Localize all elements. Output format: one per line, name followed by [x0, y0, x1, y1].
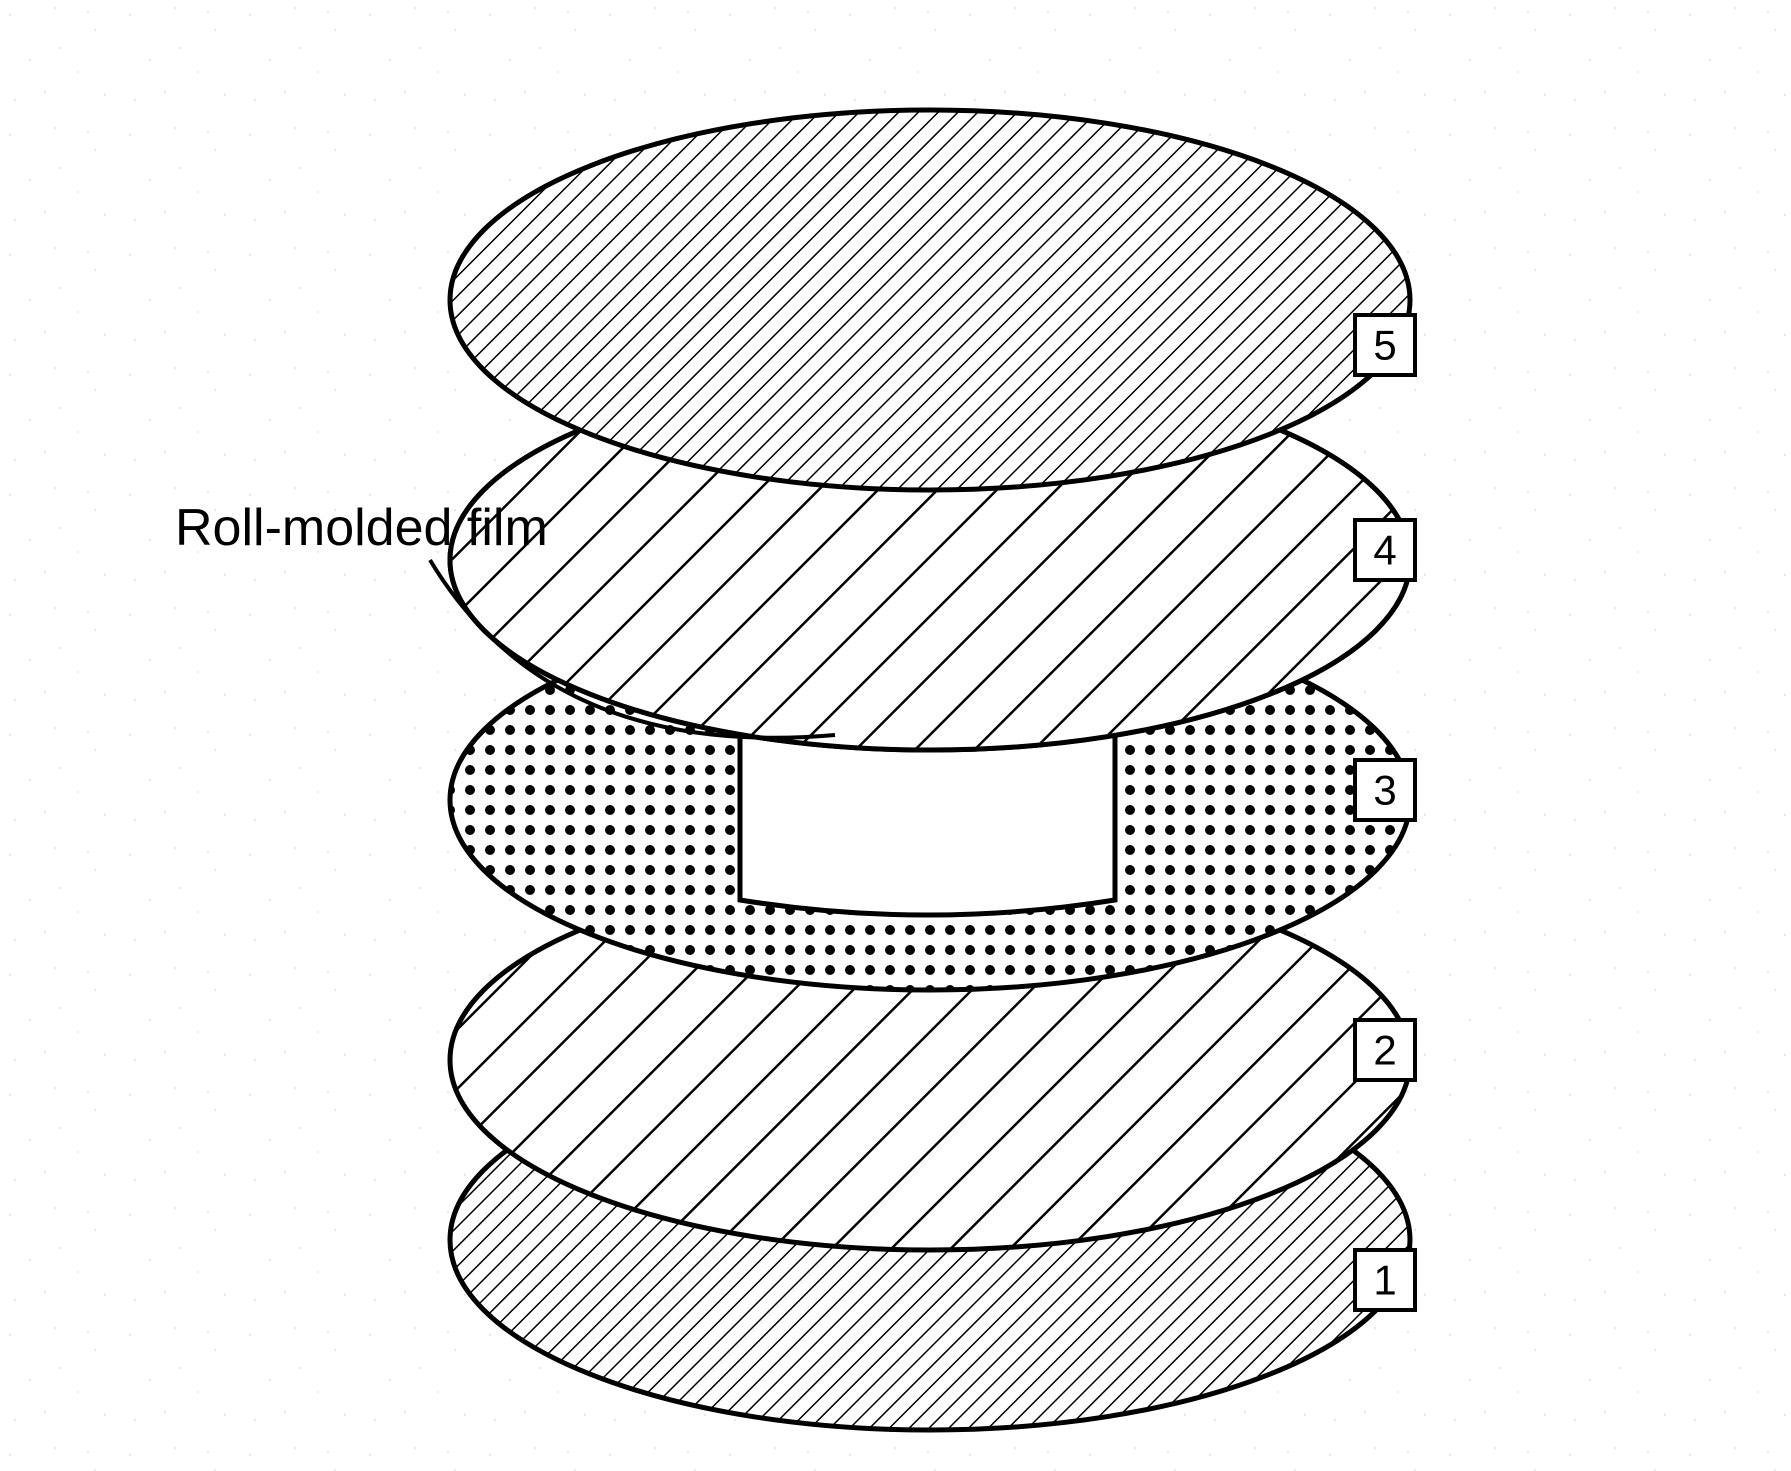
- label-box-5: 5: [1355, 315, 1415, 375]
- label-text-1: 1: [1373, 1257, 1396, 1304]
- label-text-2: 2: [1373, 1027, 1396, 1074]
- label-box-2: 2: [1355, 1020, 1415, 1080]
- label-box-1: 1: [1355, 1250, 1415, 1310]
- label-text-3: 3: [1373, 767, 1396, 814]
- callout-label: Roll-molded film: [175, 499, 548, 557]
- label-text-4: 4: [1373, 527, 1396, 574]
- layer-5: [450, 110, 1410, 490]
- label-text-5: 5: [1373, 322, 1396, 369]
- label-box-4: 4: [1355, 520, 1415, 580]
- label-box-3: 3: [1355, 760, 1415, 820]
